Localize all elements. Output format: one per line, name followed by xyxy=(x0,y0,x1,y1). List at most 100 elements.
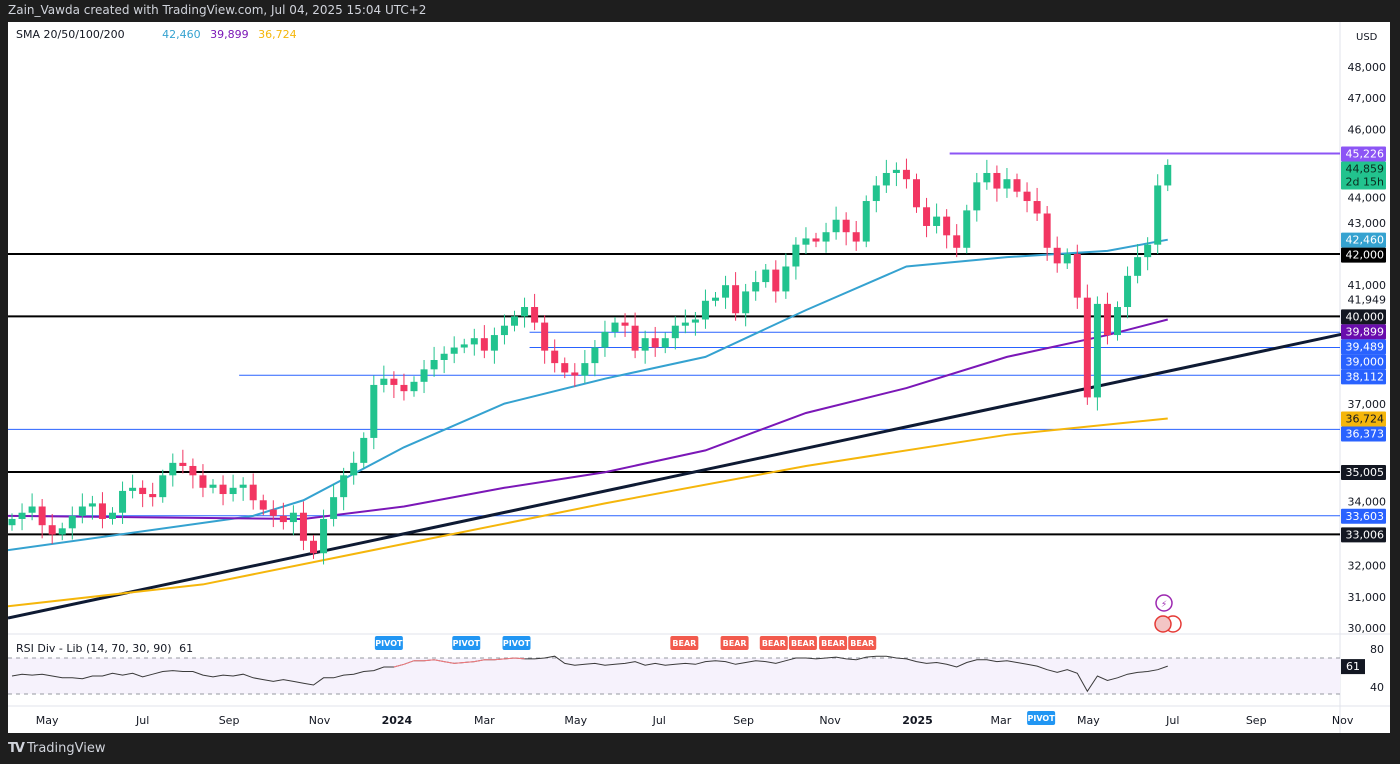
price-badge-bg xyxy=(1341,527,1386,543)
time-axis-label: 2024 xyxy=(382,714,413,727)
candle xyxy=(983,159,991,190)
candle-body xyxy=(38,506,46,526)
candle xyxy=(299,501,307,551)
price-badge: 39,899 xyxy=(1341,324,1386,340)
candle xyxy=(380,365,388,393)
rsi-signal-bg xyxy=(819,636,848,650)
brand-label: TradingView xyxy=(26,741,106,756)
candle xyxy=(310,535,317,559)
rsi-signal-pivot: PIVOT xyxy=(374,636,403,650)
price-badge: 40,000 xyxy=(1341,309,1386,325)
candle-body xyxy=(390,378,398,385)
price-badge: 35,005 xyxy=(1341,465,1386,481)
candle xyxy=(973,172,981,222)
price-badge-bg xyxy=(1341,369,1386,385)
candle xyxy=(551,339,559,373)
rsi-signal-bear: BEAR xyxy=(819,636,848,650)
candle-body xyxy=(762,269,770,283)
candle-body xyxy=(249,484,257,501)
candle-body xyxy=(722,285,730,298)
rsi-legend[interactable]: RSI Div - Lib (14, 70, 30, 90) 61 xyxy=(16,642,193,655)
candle xyxy=(239,477,247,501)
candle-body xyxy=(913,179,920,208)
candle-body xyxy=(330,497,338,519)
rsi-signal-label: BEAR xyxy=(821,639,845,648)
candle xyxy=(521,297,529,328)
price-badge-label: 38,112 xyxy=(1346,370,1385,383)
candle xyxy=(229,474,237,502)
candle xyxy=(762,263,770,288)
sma-legend-value-2: 39,899 xyxy=(210,28,249,41)
candle-body xyxy=(691,319,699,323)
rsi-signal-bear: BEAR xyxy=(759,636,788,650)
candle-body xyxy=(440,353,448,360)
candle-body xyxy=(561,363,569,373)
candle-body xyxy=(279,515,287,523)
candle xyxy=(842,212,850,246)
candle xyxy=(360,432,368,469)
rsi-legend-value: 61 xyxy=(179,642,194,655)
time-axis-label: Mar xyxy=(474,714,495,727)
time-axis-label: Jul xyxy=(1165,714,1179,727)
price-tick-label: 46,000 xyxy=(1348,123,1387,136)
rsi-legend-name: RSI Div - Lib (14, 70, 30, 90) xyxy=(16,642,172,655)
rsi-signal-bg xyxy=(848,636,877,650)
rsi-signal-label: BEAR xyxy=(791,639,815,648)
candle xyxy=(862,195,870,248)
candle-body xyxy=(571,372,579,376)
candle xyxy=(119,481,127,524)
candle-body xyxy=(933,216,941,226)
time-axis-label: May xyxy=(1077,714,1100,727)
candle xyxy=(139,480,147,508)
candle-body xyxy=(470,338,478,345)
candle xyxy=(1164,159,1172,192)
price-tick-label: 30,000 xyxy=(1348,622,1387,635)
candle xyxy=(450,336,458,364)
candle-body xyxy=(812,238,820,242)
candle xyxy=(601,320,609,357)
candle xyxy=(340,467,348,511)
candle xyxy=(812,232,820,248)
candle-body xyxy=(1003,179,1011,189)
price-badge-label: 39,899 xyxy=(1346,325,1385,338)
price-badge: 39,489 xyxy=(1341,339,1386,355)
candle-body xyxy=(1033,201,1041,214)
price-badge-bg xyxy=(1341,232,1386,248)
candle xyxy=(1013,173,1021,198)
candle xyxy=(18,503,26,531)
candle-body xyxy=(28,506,36,513)
candle-body xyxy=(189,465,197,476)
candle xyxy=(531,293,539,331)
candle xyxy=(923,197,931,238)
chart-frame[interactable]: 45,226 44,859 2d 15h 42,460 42,000 40,000 39,8… xyxy=(8,22,1390,733)
candle xyxy=(611,316,619,338)
candle-body xyxy=(541,322,549,351)
candle xyxy=(1093,296,1101,411)
price-tick-label: 48,000 xyxy=(1348,61,1387,74)
candle xyxy=(993,165,1001,202)
sma-legend[interactable]: SMA 20/50/100/200 42,460 39,899 36,724 xyxy=(16,28,303,41)
candle xyxy=(561,357,569,379)
price-badge: 42,000 xyxy=(1341,247,1386,263)
time-axis-label: 2025 xyxy=(902,714,933,727)
candle xyxy=(832,206,840,240)
rsi-signal-bg xyxy=(502,636,531,650)
price-badge-label: 39,000 xyxy=(1346,355,1385,368)
candle xyxy=(732,272,740,321)
candle xyxy=(149,482,157,507)
countdown-label: 2d 15h xyxy=(1346,175,1384,188)
rsi-signal-bg xyxy=(1027,711,1056,725)
candle xyxy=(8,513,16,531)
candle-body xyxy=(420,369,428,382)
rsi-signal-label: PIVOT xyxy=(375,639,403,648)
price-badge-label: 45,226 xyxy=(1346,147,1385,160)
price-badge-bg xyxy=(1341,339,1386,355)
currency-label[interactable]: USD xyxy=(1356,32,1378,43)
candle xyxy=(460,338,468,354)
price-tick-label: 43,000 xyxy=(1348,217,1387,230)
time-axis-label: Jul xyxy=(135,714,149,727)
candle-body xyxy=(651,338,659,348)
time-axis-label: May xyxy=(564,714,587,727)
candle-body xyxy=(943,216,951,236)
